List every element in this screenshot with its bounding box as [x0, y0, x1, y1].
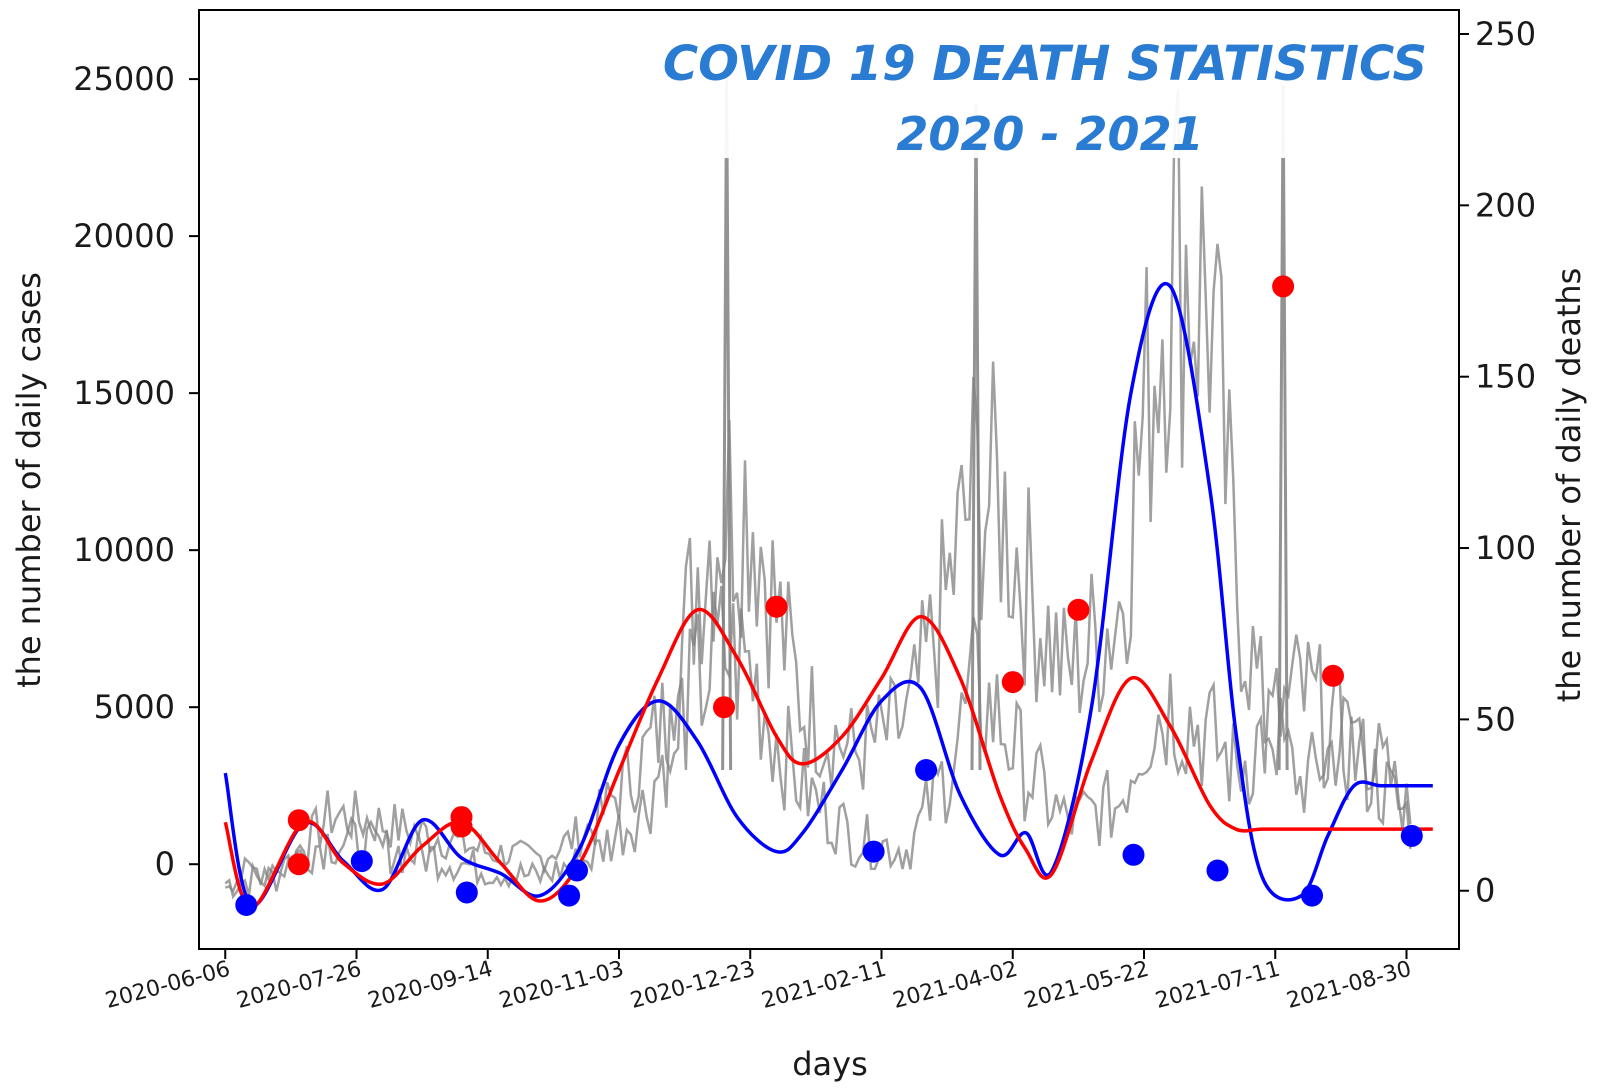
- right-y-tick-label: 50: [1475, 700, 1516, 738]
- left-y-tick-label: 5000: [94, 688, 175, 726]
- raw-series-line: [224, 585, 1412, 894]
- data-point-marker: [1206, 859, 1229, 882]
- data-point-marker: [713, 696, 735, 719]
- data-point-marker: [455, 881, 478, 904]
- data-point-marker: [287, 809, 310, 832]
- x-axis: 2020-06-06 2020-07-26 2020-09-14 2020-11-03…: [103, 949, 1414, 1014]
- right-y-tick-label: 0: [1475, 872, 1495, 910]
- data-point-marker: [1122, 843, 1145, 866]
- data-point-marker: [765, 595, 788, 618]
- left-y-tick-label: 15000: [73, 374, 175, 412]
- right-y-tick-label: 200: [1475, 186, 1536, 224]
- x-tick-label: 2020-06-06: [103, 957, 233, 1014]
- data-point-marker: [1400, 824, 1423, 847]
- data-point-marker: [450, 815, 473, 838]
- left-y-tick-label: 0: [155, 845, 175, 883]
- chart-subtitle: 2020 - 2021: [896, 107, 1203, 161]
- left-y-axis: 0 5000 10000 15000 20000 25000: [73, 60, 199, 883]
- data-point-marker: [350, 850, 373, 873]
- x-tick-label: 2021-04-02: [890, 957, 1020, 1014]
- smoothed-series-line: [223, 282, 1433, 907]
- right-y-axis: 0 50 100 150 200 250: [1459, 15, 1536, 910]
- data-point-marker: [862, 840, 885, 863]
- data-point-marker: [1301, 884, 1323, 907]
- data-markers: [235, 275, 1423, 916]
- smoothed-series-line: [223, 607, 1433, 910]
- right-y-tick-label: 100: [1475, 529, 1536, 567]
- right-y-tick-label: 150: [1475, 358, 1536, 396]
- title-backdrop: [640, 18, 1430, 158]
- left-y-axis-title: the number of daily cases: [10, 272, 48, 688]
- data-point-marker: [1322, 664, 1344, 687]
- left-y-tick-label: 25000: [73, 60, 175, 98]
- x-tick-label: 2021-08-30: [1284, 957, 1414, 1014]
- data-point-marker: [235, 894, 258, 916]
- x-tick-label: 2021-07-11: [1153, 957, 1283, 1014]
- data-point-marker: [1067, 598, 1090, 621]
- x-tick-label: 2021-02-11: [759, 957, 889, 1014]
- x-axis-title: days: [792, 1045, 868, 1083]
- smoothed-curves: [223, 282, 1433, 910]
- data-point-marker: [915, 759, 938, 781]
- data-point-marker: [1001, 671, 1024, 694]
- x-tick-label: 2020-07-26: [234, 957, 364, 1014]
- x-tick-label: 2020-09-14: [365, 957, 495, 1014]
- data-point-marker: [1272, 275, 1295, 298]
- right-y-tick-label: 250: [1475, 15, 1536, 53]
- data-point-marker: [566, 859, 588, 882]
- chart-title: COVID 19 DEATH STATISTICS: [663, 36, 1427, 92]
- right-y-axis-title: the number of daily deaths: [1550, 268, 1588, 703]
- data-point-marker: [558, 884, 581, 907]
- x-tick-label: 2020-12-23: [628, 957, 758, 1014]
- left-y-tick-label: 20000: [73, 217, 175, 255]
- x-tick-label: 2021-05-22: [1022, 957, 1152, 1014]
- x-tick-label: 2020-11-03: [497, 957, 627, 1014]
- left-y-tick-label: 10000: [73, 531, 175, 569]
- data-point-marker: [287, 853, 310, 876]
